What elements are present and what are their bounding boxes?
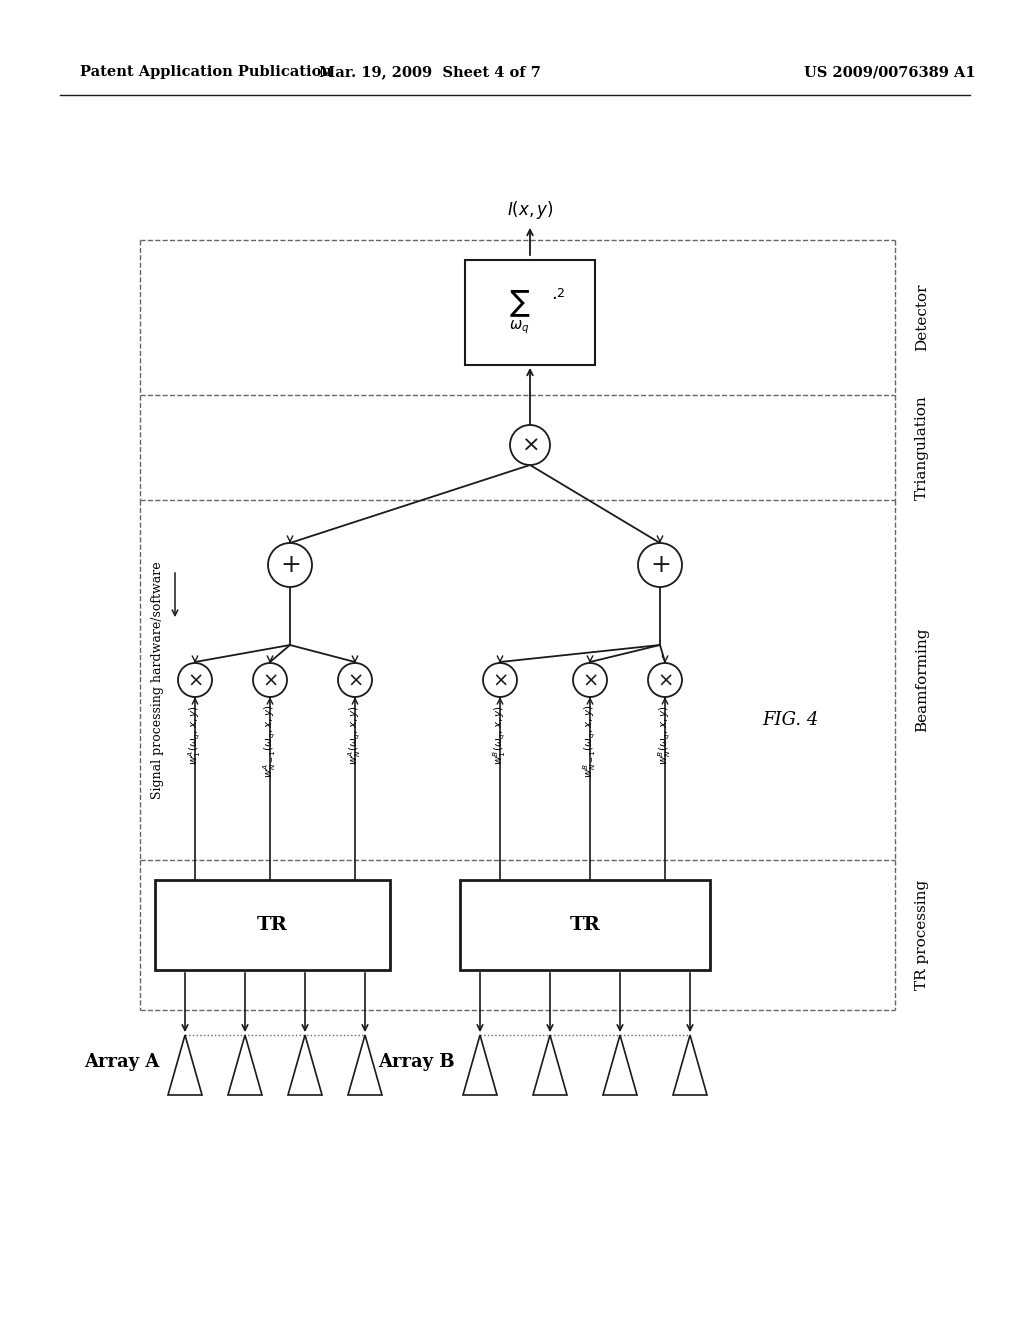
Text: TR processing: TR processing bbox=[915, 880, 929, 990]
Bar bbox=[465, 260, 595, 366]
Text: $I(x, y)$: $I(x, y)$ bbox=[507, 199, 553, 220]
Text: $\times$: $\times$ bbox=[262, 671, 278, 689]
Polygon shape bbox=[603, 1035, 637, 1096]
Text: Signal processing hardware/software: Signal processing hardware/software bbox=[152, 561, 165, 799]
Polygon shape bbox=[288, 1035, 322, 1096]
Circle shape bbox=[338, 663, 372, 697]
Polygon shape bbox=[673, 1035, 707, 1096]
Polygon shape bbox=[463, 1035, 497, 1096]
Text: $w_{N-1}^B(\omega_q, x, y)$: $w_{N-1}^B(\omega_q, x, y)$ bbox=[582, 705, 598, 779]
Text: $\times$: $\times$ bbox=[493, 671, 508, 689]
Text: $w_N^A(\omega_q, x, y)$: $w_N^A(\omega_q, x, y)$ bbox=[347, 705, 364, 764]
Text: $w_N^B(\omega_q, x, y)$: $w_N^B(\omega_q, x, y)$ bbox=[656, 705, 674, 764]
Circle shape bbox=[483, 663, 517, 697]
Text: $\cdot^2$: $\cdot^2$ bbox=[551, 289, 565, 306]
Circle shape bbox=[638, 543, 682, 587]
Text: Detector: Detector bbox=[915, 284, 929, 351]
Polygon shape bbox=[534, 1035, 567, 1096]
Circle shape bbox=[510, 425, 550, 465]
Text: $+$: $+$ bbox=[650, 553, 670, 577]
Text: $w_1^A(\omega_q, x, y)$: $w_1^A(\omega_q, x, y)$ bbox=[186, 705, 204, 764]
Circle shape bbox=[648, 663, 682, 697]
Text: Array A: Array A bbox=[85, 1053, 160, 1071]
Text: $\times$: $\times$ bbox=[347, 671, 362, 689]
Polygon shape bbox=[348, 1035, 382, 1096]
Text: TR: TR bbox=[257, 916, 288, 935]
Text: Mar. 19, 2009  Sheet 4 of 7: Mar. 19, 2009 Sheet 4 of 7 bbox=[319, 65, 541, 79]
Polygon shape bbox=[168, 1035, 202, 1096]
Bar bbox=[460, 880, 710, 970]
Circle shape bbox=[253, 663, 287, 697]
Text: $\times$: $\times$ bbox=[657, 671, 673, 689]
Text: $\sum_{\omega_q}$: $\sum_{\omega_q}$ bbox=[509, 289, 530, 337]
Text: $\times$: $\times$ bbox=[583, 671, 598, 689]
Bar bbox=[155, 880, 390, 970]
Text: Triangulation: Triangulation bbox=[915, 395, 929, 500]
Text: Beamforming: Beamforming bbox=[915, 628, 929, 733]
Text: Patent Application Publication: Patent Application Publication bbox=[80, 65, 332, 79]
Text: $w_1^B(\omega_q, x, y)$: $w_1^B(\omega_q, x, y)$ bbox=[492, 705, 508, 764]
Text: Array B: Array B bbox=[379, 1053, 455, 1071]
Circle shape bbox=[178, 663, 212, 697]
Text: TR: TR bbox=[569, 916, 600, 935]
Circle shape bbox=[573, 663, 607, 697]
Text: $\times$: $\times$ bbox=[521, 436, 539, 455]
Text: $+$: $+$ bbox=[280, 553, 300, 577]
Text: US 2009/0076389 A1: US 2009/0076389 A1 bbox=[804, 65, 976, 79]
Polygon shape bbox=[228, 1035, 262, 1096]
Text: $w_{N-1}^A(\omega_q, x, y)$: $w_{N-1}^A(\omega_q, x, y)$ bbox=[262, 705, 279, 779]
Circle shape bbox=[268, 543, 312, 587]
Text: $\times$: $\times$ bbox=[187, 671, 203, 689]
Text: FIG. 4: FIG. 4 bbox=[762, 711, 818, 729]
